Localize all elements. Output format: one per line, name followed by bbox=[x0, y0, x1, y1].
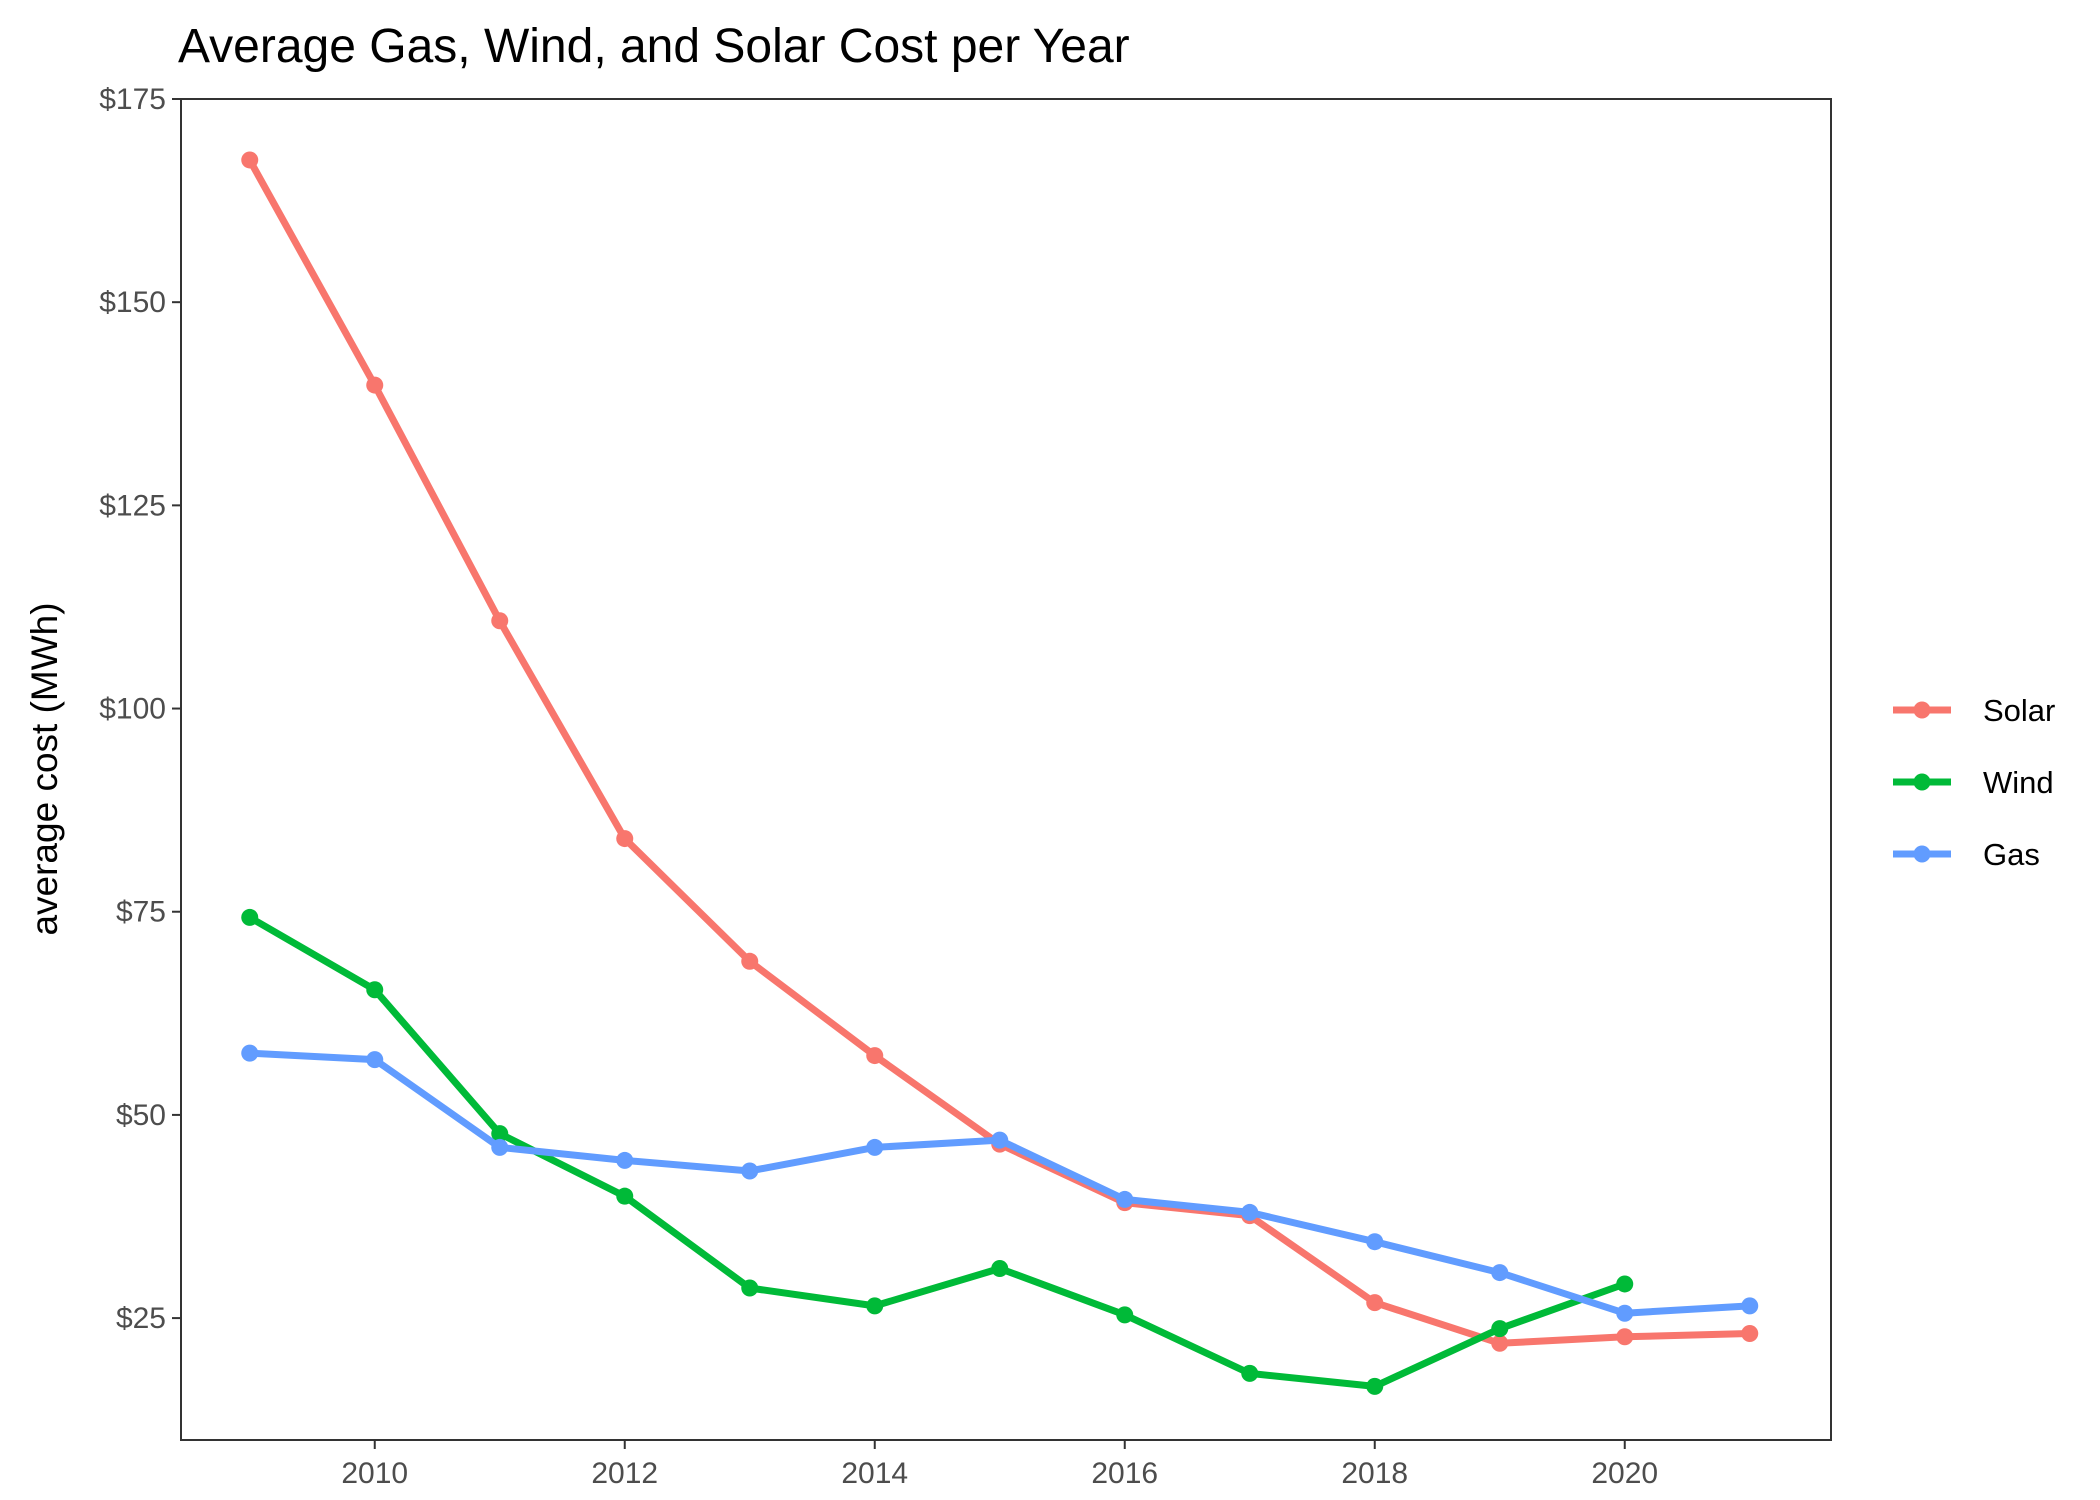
data-point-gas bbox=[491, 1138, 509, 1156]
data-point-solar bbox=[366, 376, 384, 394]
data-point-gas bbox=[1491, 1264, 1509, 1282]
y-axis: $25 $50 $75 $100 $125 $150 $175 bbox=[99, 83, 181, 1335]
legend-item-wind: Wind bbox=[1893, 765, 2054, 800]
x-tick-label: 2016 bbox=[1091, 1457, 1158, 1490]
data-point-solar bbox=[1491, 1334, 1509, 1352]
y-tick-label: $150 bbox=[99, 286, 166, 319]
data-point-gas bbox=[616, 1151, 634, 1169]
data-point-gas bbox=[1241, 1203, 1259, 1221]
data-point-gas bbox=[741, 1162, 759, 1180]
legend: Solar Wind Gas bbox=[1893, 693, 2055, 872]
data-point-gas bbox=[1741, 1297, 1759, 1315]
data-point-wind bbox=[366, 981, 384, 999]
legend-item-solar: Solar bbox=[1893, 693, 2055, 728]
data-point-gas bbox=[866, 1138, 884, 1156]
x-tick-label: 2018 bbox=[1341, 1457, 1408, 1490]
y-tick-label: $75 bbox=[116, 896, 166, 929]
data-point-solar bbox=[741, 952, 759, 970]
data-point-gas bbox=[1366, 1233, 1384, 1251]
data-point-solar bbox=[1366, 1294, 1384, 1312]
y-tick-label: $50 bbox=[116, 1099, 166, 1132]
data-point-wind bbox=[616, 1187, 634, 1205]
data-point-wind bbox=[1616, 1275, 1634, 1293]
data-point-wind bbox=[1491, 1320, 1509, 1338]
data-point-wind bbox=[991, 1260, 1009, 1278]
data-point-solar bbox=[616, 830, 634, 848]
data-point-solar bbox=[866, 1047, 884, 1065]
data-point-solar bbox=[1741, 1325, 1759, 1343]
data-point-wind bbox=[241, 908, 259, 926]
y-tick-label: $175 bbox=[99, 83, 166, 116]
data-point-gas bbox=[241, 1044, 259, 1062]
series-line-solar bbox=[246, 158, 1750, 1347]
y-tick-label: $25 bbox=[116, 1302, 166, 1335]
legend-key-point bbox=[1913, 773, 1931, 791]
series-layer bbox=[241, 151, 1759, 1395]
legend-key-point bbox=[1913, 701, 1931, 719]
data-point-gas bbox=[1116, 1190, 1134, 1208]
data-point-wind bbox=[741, 1279, 759, 1297]
legend-label: Gas bbox=[1983, 837, 2040, 872]
x-tick-label: 2010 bbox=[341, 1457, 408, 1490]
legend-item-gas: Gas bbox=[1893, 837, 2040, 872]
series-gas bbox=[241, 1044, 1759, 1322]
series-wind bbox=[241, 908, 1634, 1395]
x-tick-label: 2014 bbox=[841, 1457, 908, 1490]
data-point-wind bbox=[491, 1125, 509, 1143]
y-axis-title: average cost (MWh) bbox=[24, 602, 65, 935]
data-point-wind bbox=[1116, 1306, 1134, 1324]
x-tick-label: 2020 bbox=[1591, 1457, 1658, 1490]
legend-key-point bbox=[1913, 845, 1931, 863]
series-solar bbox=[241, 151, 1759, 1352]
data-point-solar bbox=[491, 612, 509, 630]
data-point-gas bbox=[1616, 1304, 1634, 1322]
x-axis: 2010 2012 2014 2016 2018 2020 bbox=[341, 1440, 1658, 1490]
data-point-gas bbox=[366, 1051, 384, 1069]
legend-label: Wind bbox=[1983, 765, 2054, 800]
data-point-gas bbox=[991, 1131, 1009, 1149]
data-point-wind bbox=[1241, 1364, 1259, 1382]
y-tick-label: $100 bbox=[99, 693, 166, 726]
data-point-wind bbox=[866, 1297, 884, 1315]
data-point-wind bbox=[1366, 1377, 1384, 1395]
chart-title: Average Gas, Wind, and Solar Cost per Ye… bbox=[178, 20, 1130, 73]
data-point-solar bbox=[1616, 1328, 1634, 1346]
legend-label: Solar bbox=[1983, 693, 2055, 728]
data-point-solar bbox=[241, 151, 259, 169]
x-tick-label: 2012 bbox=[591, 1457, 658, 1490]
plot-panel bbox=[180, 98, 1832, 1441]
y-tick-label: $125 bbox=[99, 489, 166, 522]
series-line-wind bbox=[247, 914, 1626, 1390]
